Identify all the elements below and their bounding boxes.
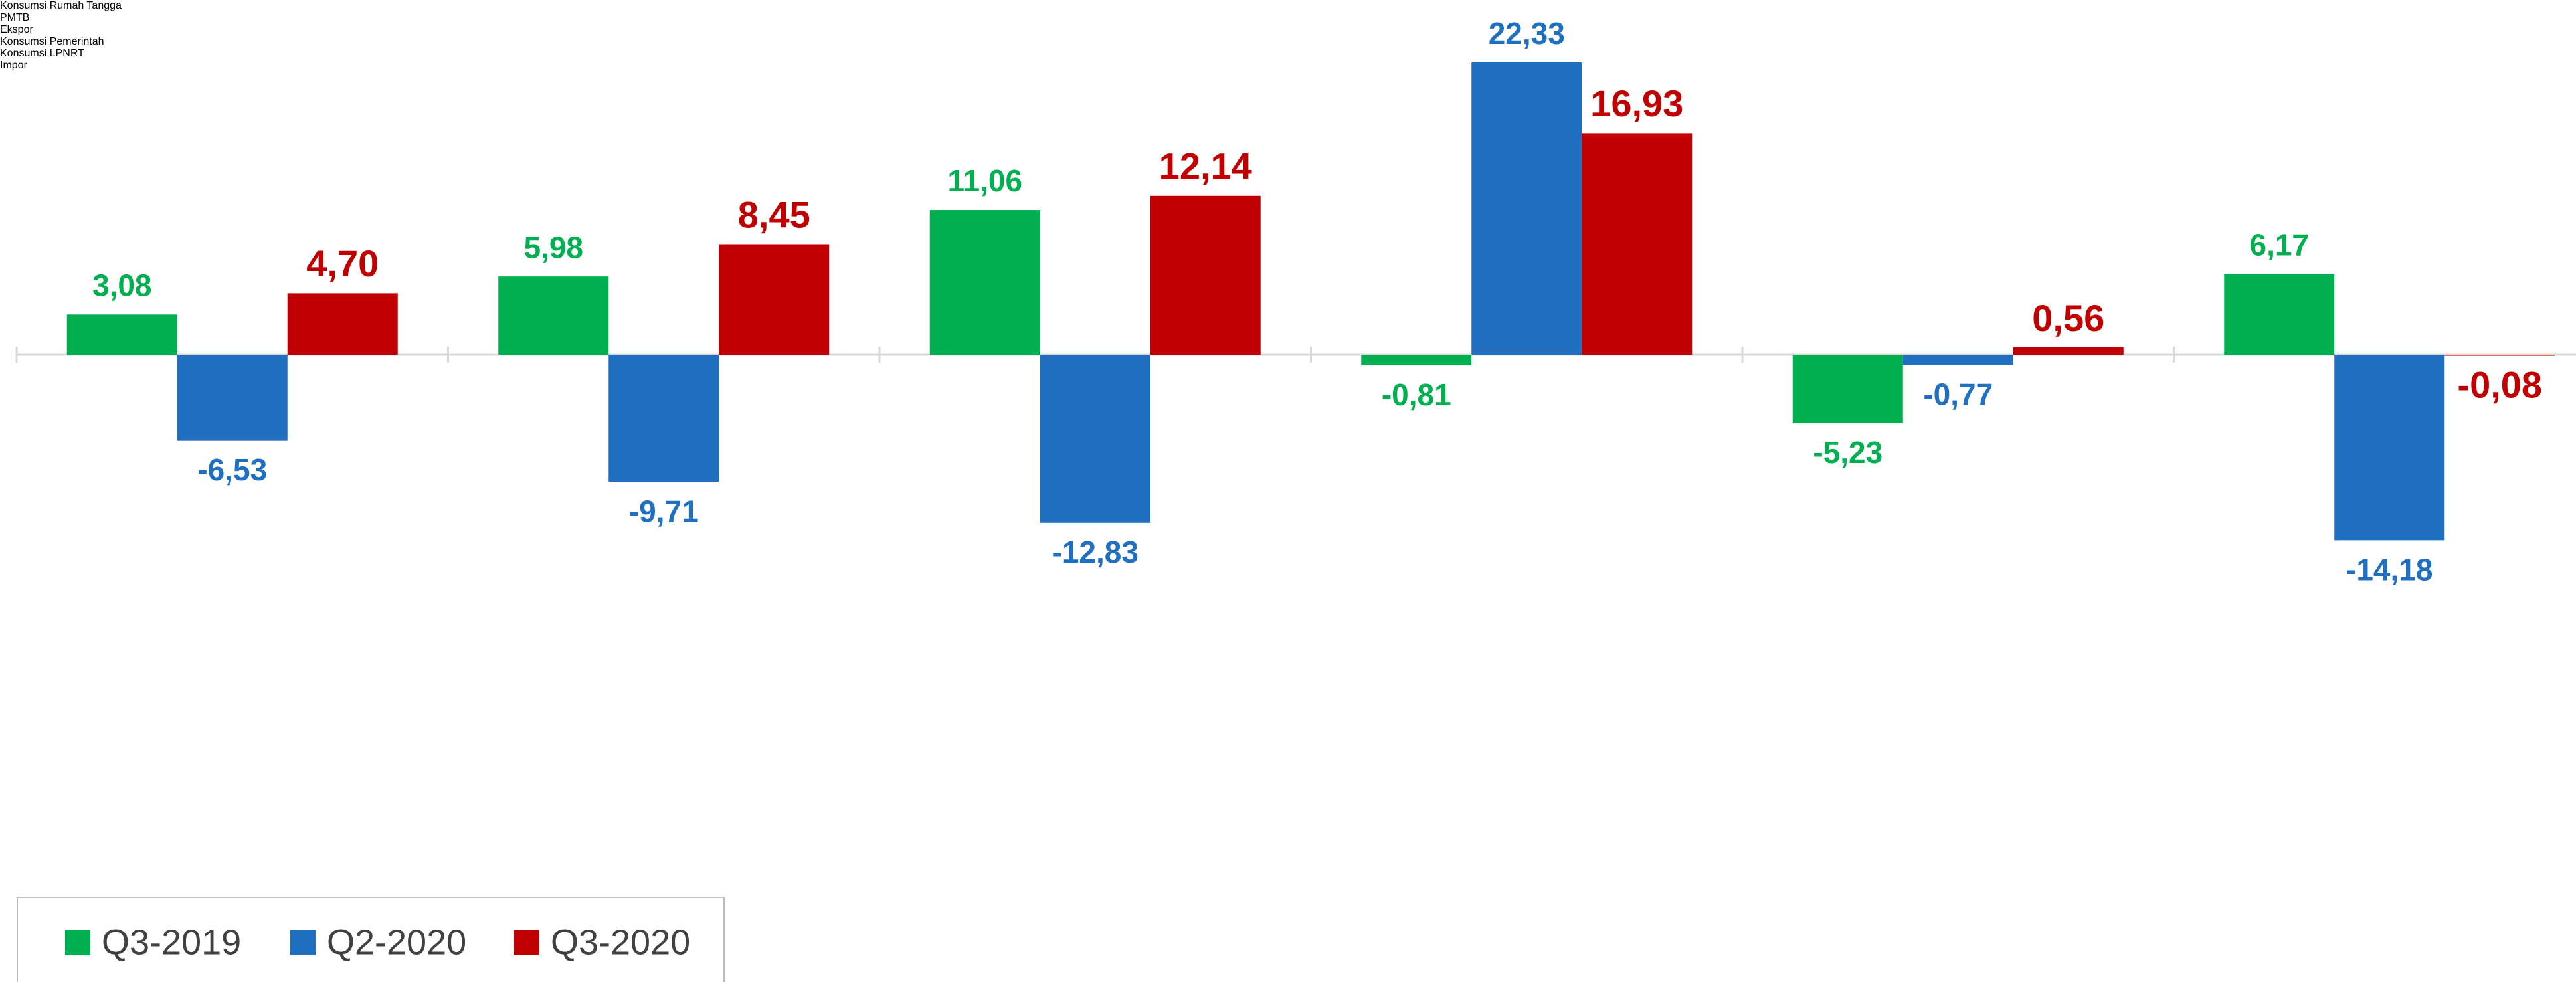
- bar: [1471, 62, 1582, 355]
- value-label: 11,06: [947, 163, 1022, 198]
- bar: [2224, 274, 2335, 355]
- x-tick-label: Ekspor: [0, 24, 33, 35]
- x-tick-label: Konsumsi Rumah Tangga: [0, 0, 122, 11]
- x-tick-label: Konsumsi LPNRT: [0, 48, 84, 59]
- bar: [1582, 133, 1693, 355]
- legend-label: Q2-2020: [327, 922, 466, 962]
- x-tick-label: Konsumsi Pemerintah: [0, 36, 104, 47]
- x-tick-label: PMTB: [0, 12, 30, 23]
- bar: [1902, 355, 2013, 365]
- value-label: 6,17: [2249, 228, 2309, 262]
- value-label: 0,56: [2032, 297, 2104, 339]
- value-label: 3,08: [92, 268, 152, 302]
- bar: [177, 355, 288, 441]
- bar: [2444, 355, 2555, 356]
- bar: [1361, 355, 1472, 365]
- value-label: -12,83: [1052, 535, 1139, 569]
- value-label: -6,53: [197, 452, 267, 487]
- value-label: 22,33: [1489, 16, 1565, 50]
- value-label: 16,93: [1590, 82, 1683, 124]
- bar: [1150, 195, 1261, 355]
- bar: [287, 293, 398, 355]
- value-label: -0,81: [1382, 377, 1451, 412]
- value-label: -9,71: [629, 494, 699, 528]
- bar: [929, 210, 1040, 355]
- value-label: 5,98: [523, 230, 583, 264]
- bar: [719, 244, 830, 355]
- bar: [2013, 347, 2124, 355]
- bar: [2334, 355, 2445, 541]
- legend-label: Q3-2020: [551, 922, 690, 962]
- bar: [66, 314, 177, 355]
- value-label: -14,18: [2346, 553, 2433, 587]
- bar: [1792, 355, 1903, 424]
- x-tick-label: Impor: [0, 60, 27, 71]
- value-label: -5,23: [1813, 435, 1883, 470]
- value-label: 8,45: [738, 193, 810, 235]
- legend-swatch: [65, 930, 90, 955]
- legend-label: Q3-2019: [102, 922, 241, 962]
- bar: [498, 276, 609, 355]
- legend: [17, 897, 725, 982]
- bar: [608, 355, 719, 482]
- legend-swatch: [290, 930, 316, 955]
- value-label: -0,08: [2457, 363, 2542, 405]
- value-label: -0,77: [1923, 377, 1993, 411]
- bar: [1040, 355, 1150, 523]
- value-label: 12,14: [1159, 146, 1252, 187]
- legend-swatch: [514, 930, 539, 955]
- value-label: 4,70: [306, 243, 379, 284]
